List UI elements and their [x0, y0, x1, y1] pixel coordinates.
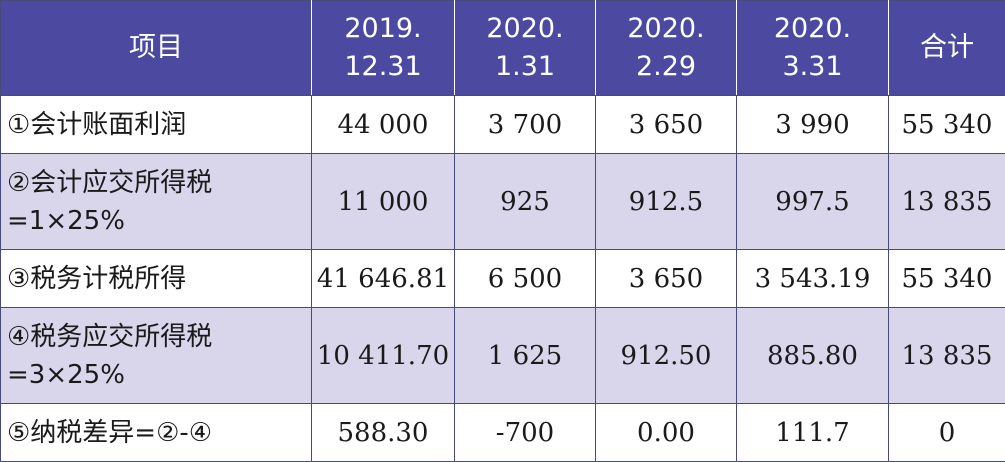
table-cell: 55 340 — [888, 95, 1005, 154]
table-row: ②会计应交所得税 =1×25% 11 000 925 912.5 997.5 1… — [0, 153, 1005, 250]
row-label-text: ②会计应交所得税 — [7, 167, 213, 198]
header-total: 合计 — [888, 0, 1005, 96]
table-cell: 912.5 — [595, 153, 737, 250]
table-cell: 3 543.19 — [736, 249, 889, 308]
row-label-text: ④税务应交所得税 — [7, 321, 213, 352]
table-row: ①会计账面利润 44 000 3 700 3 650 3 990 55 340 — [0, 95, 1005, 154]
header-item: 项目 — [0, 0, 312, 96]
table-header: 项目 2019. 12.31 2020. 1.31 2020. 2.29 202… — [0, 0, 1005, 96]
row-label-text: ⑤纳税差异=②-④ — [7, 417, 213, 448]
table-cell: 0.00 — [595, 403, 737, 462]
row-label: ②会计应交所得税 =1×25% — [0, 153, 312, 250]
row-label-text: ①会计账面利润 — [7, 109, 187, 140]
header-col-2-line-2: 1.31 — [494, 51, 556, 82]
row-label-formula: =3×25% — [7, 359, 125, 390]
table-cell: 997.5 — [736, 153, 889, 250]
header-item-label: 项目 — [129, 32, 183, 63]
header-col-1: 2019. 12.31 — [311, 0, 455, 96]
header-col-2-line-1: 2020. — [486, 13, 564, 44]
table-cell: 3 700 — [454, 95, 596, 154]
table-cell: 44 000 — [311, 95, 455, 154]
table-cell: 885.80 — [736, 307, 889, 404]
header-col-3: 2020. 2.29 — [595, 0, 737, 96]
table-cell: 1 625 — [454, 307, 596, 404]
row-label: ①会计账面利润 — [0, 95, 312, 154]
table-cell: 588.30 — [311, 403, 455, 462]
table-cell: 55 340 — [888, 249, 1005, 308]
table-cell: 3 650 — [595, 95, 737, 154]
row-label: ④税务应交所得税 =3×25% — [0, 307, 312, 404]
table-cell: 13 835 — [888, 307, 1005, 404]
table-body: ①会计账面利润 44 000 3 700 3 650 3 990 55 340 … — [0, 95, 1005, 462]
row-label-text: ③税务计税所得 — [7, 263, 187, 294]
header-col-4: 2020. 3.31 — [736, 0, 889, 96]
header-col-1-line-1: 2019. — [344, 13, 422, 44]
header-col-3-line-2: 2.29 — [635, 51, 697, 82]
table-row: ③税务计税所得 41 646.81 6 500 3 650 3 543.19 5… — [0, 249, 1005, 308]
table-cell: 912.50 — [595, 307, 737, 404]
table-cell: 6 500 — [454, 249, 596, 308]
header-col-4-line-1: 2020. — [773, 13, 852, 44]
table-cell: 3 650 — [595, 249, 737, 308]
table-cell: 10 411.70 — [311, 307, 455, 404]
table-row: ④税务应交所得税 =3×25% 10 411.70 1 625 912.50 8… — [0, 307, 1005, 404]
table-row: ⑤纳税差异=②-④ 588.30 -700 0.00 111.7 0 — [0, 403, 1005, 462]
row-label: ⑤纳税差异=②-④ — [0, 403, 312, 462]
table-cell: 11 000 — [311, 153, 455, 250]
header-row: 项目 2019. 12.31 2020. 1.31 2020. 2.29 202… — [0, 0, 1005, 96]
row-label: ③税务计税所得 — [0, 249, 312, 308]
table-cell: -700 — [454, 403, 596, 462]
header-col-4-line-2: 3.31 — [782, 51, 843, 82]
table-cell: 925 — [454, 153, 596, 250]
header-col-3-line-1: 2020. — [627, 13, 705, 44]
header-col-1-line-2: 12.31 — [344, 51, 422, 82]
table-cell: 13 835 — [888, 153, 1005, 250]
header-total-label: 合计 — [920, 32, 974, 63]
header-col-2: 2020. 1.31 — [454, 0, 596, 96]
table-cell: 111.7 — [736, 403, 889, 462]
row-label-formula: =1×25% — [7, 205, 125, 236]
table-cell: 0 — [888, 403, 1005, 462]
table-cell: 41 646.81 — [311, 249, 455, 308]
table-cell: 3 990 — [736, 95, 889, 154]
